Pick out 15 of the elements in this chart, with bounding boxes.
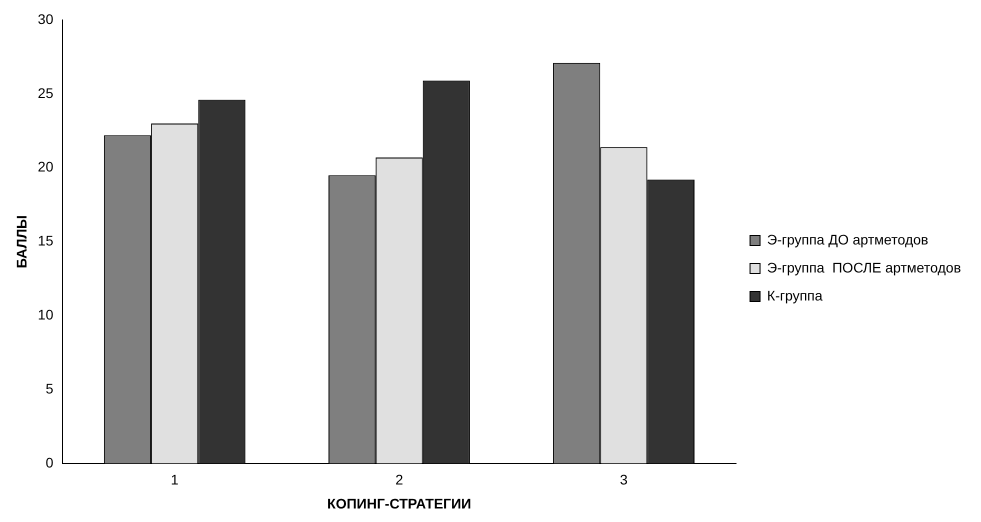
x-axis-title: КОПИНГ-СТРАТЕГИИ <box>327 495 472 512</box>
legend-label: Э-группа ПОСЛЕ артметодов <box>767 259 962 276</box>
y-tick-label: 15 <box>38 232 54 249</box>
x-tick-label: 2 <box>395 472 404 488</box>
x-tick-label: 1 <box>170 472 179 488</box>
y-tick-label: 20 <box>38 158 54 175</box>
y-tick-label: 0 <box>46 454 54 470</box>
legend-label: К-группа <box>767 287 823 304</box>
y-tick-label: 30 <box>38 10 54 27</box>
y-tick-label: 5 <box>46 380 54 396</box>
y-tick-label: 25 <box>38 84 54 101</box>
y-tick-label: 10 <box>38 306 54 322</box>
x-tick-label: 3 <box>620 472 628 488</box>
legend-label: Э-группа ДО артметодов <box>767 231 928 248</box>
y-axis-title: БАЛЛЫ <box>13 215 30 268</box>
